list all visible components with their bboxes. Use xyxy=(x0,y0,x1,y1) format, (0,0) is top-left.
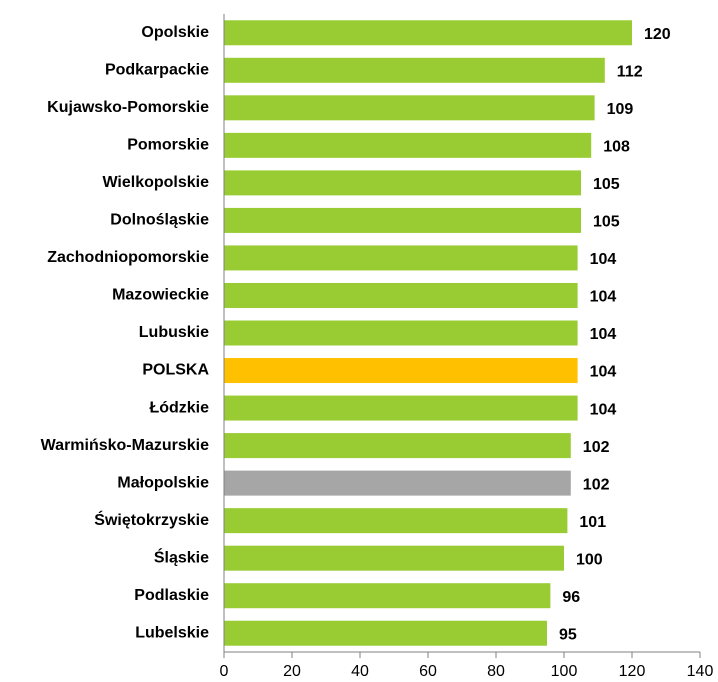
y-tick-label: Świętokrzyskie xyxy=(94,510,209,529)
y-tick-label: Lubuskie xyxy=(139,324,209,341)
y-tick-label: Podkarpackie xyxy=(105,62,209,79)
bar xyxy=(224,207,581,233)
bar xyxy=(224,95,595,121)
y-tick-label: Warmińsko-Mazurskie xyxy=(41,437,209,454)
bar xyxy=(224,245,578,271)
bar xyxy=(224,508,568,534)
bar xyxy=(224,320,578,346)
value-label: 104 xyxy=(590,364,617,381)
bar xyxy=(224,545,564,571)
value-label: 108 xyxy=(603,139,630,156)
bar xyxy=(224,132,592,158)
value-label: 100 xyxy=(576,551,603,568)
value-label: 96 xyxy=(562,589,580,606)
value-label: 102 xyxy=(583,476,610,493)
value-label: 104 xyxy=(590,401,617,418)
x-tick-label: 0 xyxy=(220,663,229,680)
y-tick-label: Opolskie xyxy=(141,24,209,41)
bar xyxy=(224,57,605,83)
value-label: 102 xyxy=(583,439,610,456)
x-tick-label: 20 xyxy=(283,663,301,680)
y-tick-label: Zachodniopomorskie xyxy=(47,249,209,266)
y-tick-label: Podlaskie xyxy=(134,587,209,604)
value-label: 120 xyxy=(644,26,671,43)
bar xyxy=(224,470,571,496)
value-label: 112 xyxy=(617,64,643,81)
y-tick-label: Mazowieckie xyxy=(112,287,209,304)
value-label: 104 xyxy=(590,289,617,306)
x-tick-label: 60 xyxy=(419,663,437,680)
y-tick-label: Małopolskie xyxy=(117,474,209,491)
value-label: 101 xyxy=(579,514,606,531)
bar xyxy=(224,170,581,196)
x-tick-label: 120 xyxy=(619,663,646,680)
y-tick-label: Dolnośląskie xyxy=(110,212,209,229)
value-label: 105 xyxy=(593,176,620,193)
y-tick-label: Lubelskie xyxy=(135,624,209,641)
bar xyxy=(224,282,578,308)
x-tick-label: 100 xyxy=(551,663,578,680)
value-label: 104 xyxy=(590,251,617,268)
bar xyxy=(224,583,551,609)
value-label: 95 xyxy=(559,626,577,643)
y-tick-label: Pomorskie xyxy=(127,137,209,154)
y-tick-label: Śląskie xyxy=(154,547,209,566)
x-tick-label: 80 xyxy=(487,663,505,680)
y-tick-label: Łódzkie xyxy=(149,399,209,416)
bar xyxy=(224,20,632,46)
x-tick-label: 140 xyxy=(687,663,714,680)
bar xyxy=(224,395,578,421)
y-tick-label: Kujawsko-Pomorskie xyxy=(47,99,209,116)
y-tick-label: Wielkopolskie xyxy=(102,174,209,191)
bar xyxy=(224,620,547,646)
value-label: 109 xyxy=(607,101,634,118)
y-tick-label: POLSKA xyxy=(142,362,209,379)
bar xyxy=(224,358,578,384)
bar xyxy=(224,433,571,459)
value-label: 104 xyxy=(590,326,617,343)
value-label: 105 xyxy=(593,214,620,231)
x-tick-label: 40 xyxy=(351,663,369,680)
